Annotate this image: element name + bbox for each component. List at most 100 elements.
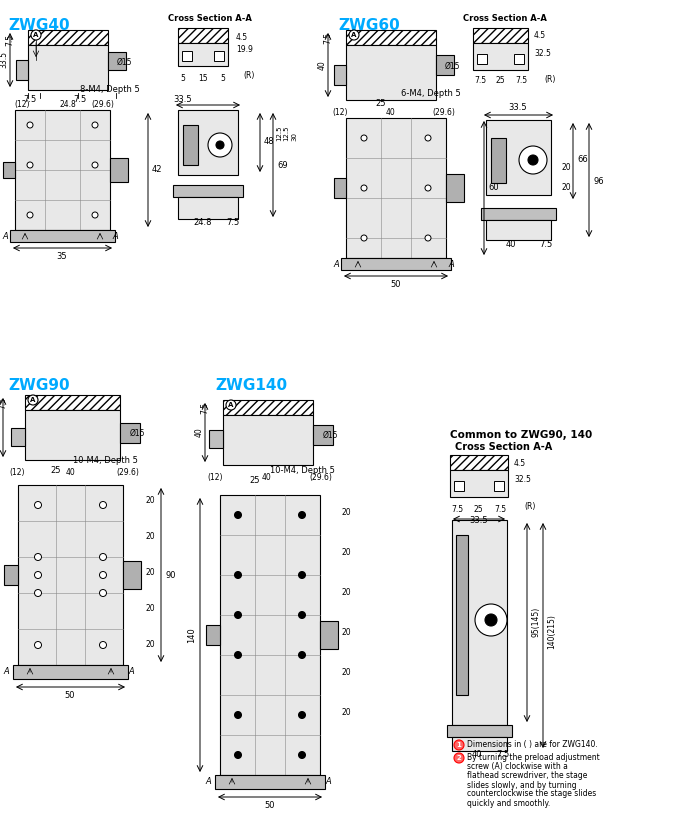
Circle shape [27, 162, 33, 168]
Text: 7.5: 7.5 [515, 76, 527, 85]
Bar [183, 125, 198, 165]
Text: (R): (R) [524, 502, 535, 511]
Circle shape [31, 30, 41, 40]
Circle shape [216, 141, 224, 149]
Text: flathead screwdriver, the stage: flathead screwdriver, the stage [467, 772, 587, 781]
Circle shape [234, 512, 242, 519]
Text: 7.5: 7.5 [226, 218, 240, 227]
Text: 60: 60 [488, 184, 499, 193]
Text: 20: 20 [145, 640, 155, 649]
Circle shape [34, 553, 41, 561]
Bar [178, 197, 238, 219]
Text: By turning the preload adjustment: By turning the preload adjustment [467, 753, 600, 762]
Circle shape [34, 571, 41, 579]
Circle shape [298, 652, 306, 658]
Text: (12): (12) [332, 108, 348, 117]
Text: 40: 40 [0, 422, 1, 432]
Text: 24.8: 24.8 [59, 100, 76, 109]
Bar [494, 481, 504, 491]
Bar [346, 45, 436, 100]
Bar [452, 520, 507, 725]
Text: 5: 5 [221, 74, 225, 83]
Circle shape [234, 752, 242, 758]
Text: Cross Section A-A: Cross Section A-A [455, 442, 552, 452]
Text: A: A [30, 397, 36, 403]
Bar [450, 470, 508, 497]
Text: 32.5: 32.5 [514, 476, 531, 485]
Bar [209, 430, 223, 448]
Text: ZWG140: ZWG140 [215, 378, 287, 393]
Circle shape [99, 501, 107, 509]
Text: Ø15: Ø15 [445, 61, 460, 70]
Bar [120, 423, 140, 443]
Text: 25: 25 [495, 76, 505, 85]
Text: 25: 25 [473, 505, 483, 514]
Circle shape [349, 30, 359, 40]
Circle shape [475, 604, 507, 636]
Text: 40: 40 [506, 240, 516, 249]
Text: Cross Section A-A: Cross Section A-A [168, 14, 252, 23]
Bar [341, 258, 451, 270]
Text: 48: 48 [264, 137, 275, 146]
Text: 69: 69 [277, 160, 288, 170]
Text: 40: 40 [262, 473, 272, 482]
Text: 90: 90 [165, 571, 176, 580]
Text: 40: 40 [472, 750, 482, 759]
Bar [4, 565, 18, 585]
Text: 20: 20 [145, 496, 155, 505]
Circle shape [425, 185, 431, 191]
Text: 50: 50 [65, 691, 75, 700]
Bar [223, 400, 313, 415]
Text: 8-M4, Depth 5: 8-M4, Depth 5 [80, 85, 140, 94]
Text: 4.5: 4.5 [534, 31, 546, 41]
Circle shape [234, 652, 242, 658]
Text: (29.6): (29.6) [310, 473, 332, 482]
Bar [16, 60, 28, 80]
Circle shape [208, 133, 232, 157]
Text: 20: 20 [145, 604, 155, 613]
Text: 140: 140 [188, 627, 196, 643]
Text: (12): (12) [9, 468, 25, 477]
Text: 1: 1 [456, 742, 462, 748]
Bar [110, 158, 128, 182]
Text: 12.5: 12.5 [283, 126, 289, 141]
Text: 24.8: 24.8 [194, 218, 212, 227]
Bar [313, 425, 333, 445]
Text: A: A [448, 260, 454, 269]
Text: 40: 40 [317, 60, 327, 69]
Bar [450, 455, 508, 470]
Bar [447, 725, 512, 737]
Bar [486, 220, 551, 240]
Bar [477, 54, 487, 64]
Circle shape [27, 212, 33, 218]
Text: 20: 20 [342, 548, 352, 557]
Text: 6-M4, Depth 5: 6-M4, Depth 5 [401, 89, 461, 98]
Circle shape [99, 571, 107, 579]
Text: 50: 50 [391, 280, 401, 289]
Text: A: A [33, 32, 38, 38]
Text: quickly and smoothly.: quickly and smoothly. [467, 799, 550, 807]
Text: 7.5: 7.5 [200, 402, 209, 414]
Text: 10-M4, Depth 5: 10-M4, Depth 5 [270, 466, 335, 475]
Text: 20: 20 [145, 532, 155, 541]
Bar [334, 65, 346, 85]
Circle shape [234, 611, 242, 619]
Circle shape [234, 711, 242, 719]
Text: 33.5: 33.5 [173, 95, 192, 104]
Text: screw (A) clockwise with a: screw (A) clockwise with a [467, 762, 568, 772]
Bar [28, 30, 108, 45]
Bar [123, 561, 141, 589]
Bar [215, 775, 325, 789]
Circle shape [234, 571, 242, 579]
Circle shape [298, 571, 306, 579]
Bar [182, 51, 192, 61]
Circle shape [99, 642, 107, 648]
Text: 7.5: 7.5 [24, 95, 36, 104]
Circle shape [425, 235, 431, 241]
Bar [25, 395, 120, 410]
Text: 7.5: 7.5 [474, 76, 486, 85]
Circle shape [425, 135, 431, 141]
Bar [25, 410, 120, 460]
Text: A: A [205, 777, 211, 786]
Text: A: A [228, 402, 234, 408]
